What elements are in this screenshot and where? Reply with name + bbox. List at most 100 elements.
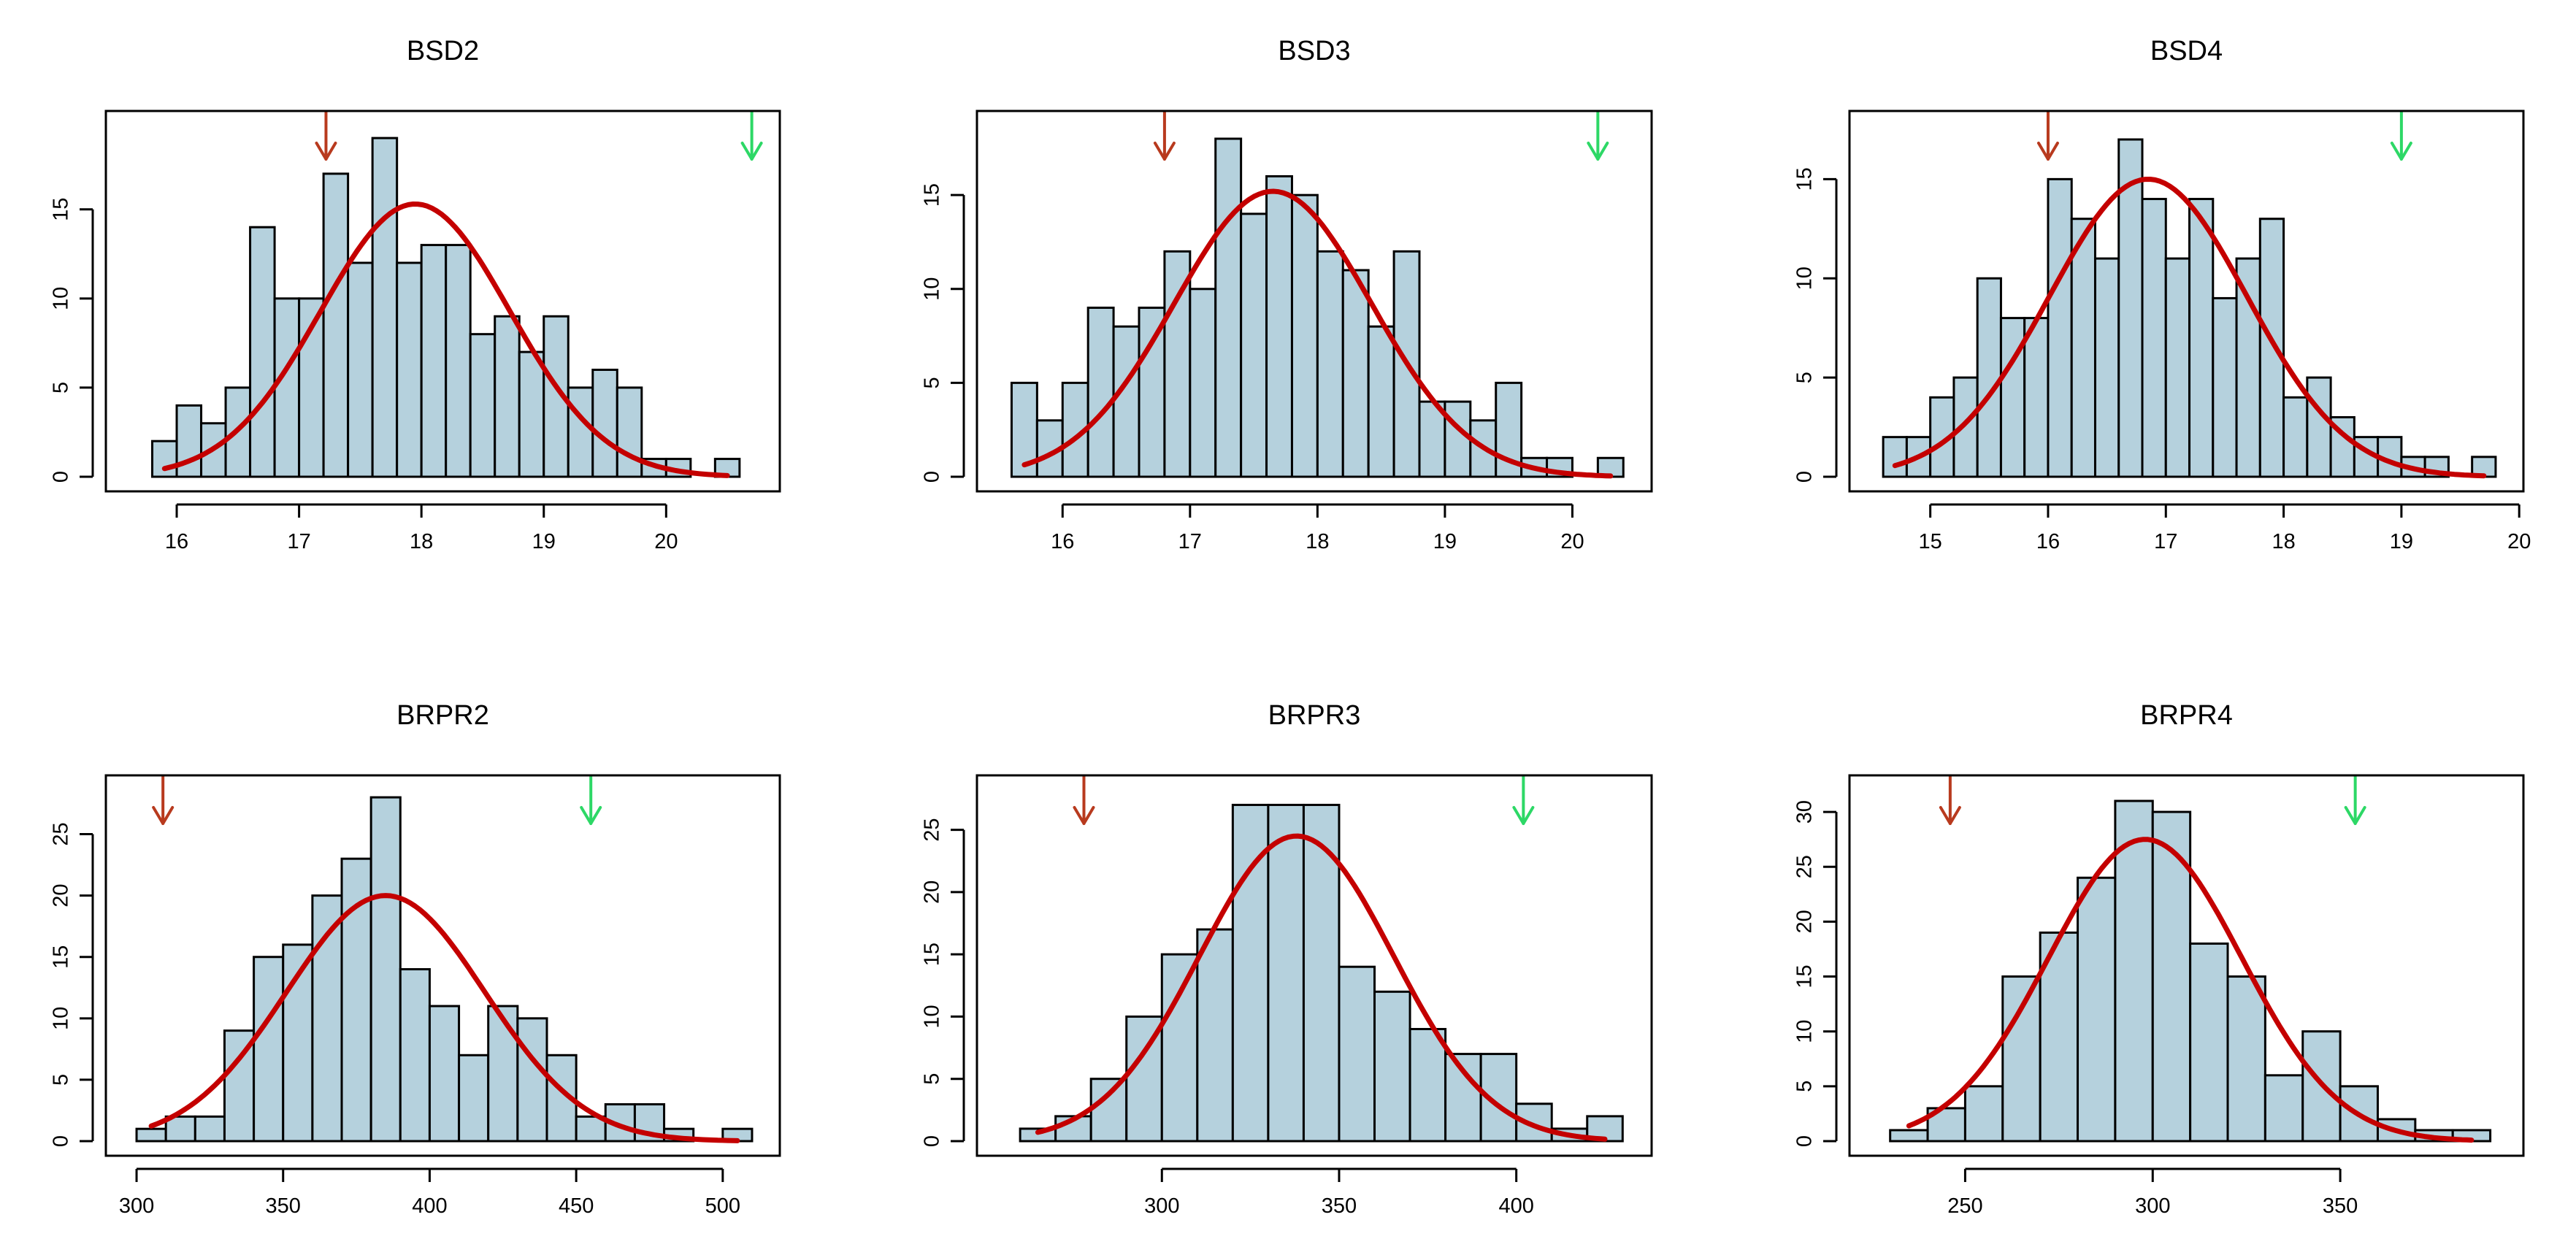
y-tick-label: 25: [1793, 855, 1817, 878]
x-tick-label: 300: [2135, 1194, 2170, 1218]
x-tick-label: 15: [1919, 530, 1942, 553]
y-tick-label: 20: [1793, 910, 1817, 933]
green-arrow-head: [2390, 142, 2412, 161]
y-tick-label: 0: [1793, 1135, 1817, 1147]
x-tick-label: 18: [2272, 530, 2295, 553]
x-tick-label: 300: [1144, 1194, 1179, 1218]
panel-title: BRPR2: [396, 700, 489, 731]
histogram-bar: [1160, 953, 1199, 1143]
x-tick-label: 17: [2154, 530, 2177, 553]
panel-brpr3: BRPR3 300 350 400 0 5 10 15 20 25: [921, 700, 1653, 1218]
x-tick-label: 16: [2036, 530, 2060, 553]
histogram-bar: [2070, 218, 2096, 478]
panel-title: BSD4: [2150, 36, 2223, 66]
histogram-bar: [1889, 1129, 1929, 1143]
plot-frame: [104, 774, 781, 1157]
x-tick-label: 300: [119, 1194, 154, 1218]
histogram-bar: [2151, 810, 2192, 1143]
panel-bsd3: BSD3 16 17 18 19 20 0 5 10 15: [921, 36, 1653, 553]
histogram-bar: [1963, 1085, 2004, 1143]
histogram-bar: [428, 1005, 461, 1143]
histogram-bar: [2188, 198, 2215, 478]
y-tick-label: 5: [50, 1074, 73, 1086]
histogram-bar: [458, 1054, 490, 1143]
y-tick-label: 15: [1793, 167, 1817, 191]
histogram-bar: [1976, 277, 2002, 478]
histogram-bar: [2306, 376, 2332, 478]
plot-frame: [104, 110, 781, 493]
histogram-bar: [487, 1005, 519, 1143]
y-tick-label: 0: [50, 1135, 73, 1147]
y-tick-label: 15: [921, 183, 944, 207]
histogram-bar: [1240, 212, 1268, 478]
histogram-bar: [369, 796, 402, 1143]
density-curve: [1035, 833, 1608, 1142]
y-tick-label: 20: [921, 880, 944, 904]
histogram-bar: [2235, 257, 2261, 478]
y-tick-label: 5: [50, 382, 73, 394]
y-tick-label: 10: [50, 287, 73, 310]
histogram-bar: [1367, 325, 1395, 478]
histogram-bar: [2023, 317, 2050, 478]
histogram-bar: [545, 1054, 578, 1143]
green-arrow-head: [2344, 806, 2366, 825]
red-arrow-head: [1153, 142, 1176, 161]
red-arrow-head: [2036, 142, 2059, 161]
histogram-bar: [2164, 257, 2191, 478]
panel-title: BSD3: [1278, 36, 1350, 66]
histogram-bar: [1214, 137, 1243, 478]
green-arrow-head: [1512, 806, 1535, 825]
density-curve: [148, 893, 740, 1143]
x-tick-label: 400: [1498, 1194, 1533, 1218]
histogram-bar: [591, 369, 618, 478]
panel-bsd4: BSD4 15 16 17 18 19 20 0 5 10 15: [1793, 36, 2531, 553]
histogram-bar: [469, 333, 497, 478]
histogram-bar: [396, 261, 423, 478]
panel-title: BRPR3: [1268, 700, 1361, 731]
red-arrow-head: [315, 142, 337, 161]
x-tick-label: 250: [1947, 1194, 1982, 1218]
x-tick-label: 19: [532, 530, 556, 553]
histogram-bar: [2301, 1030, 2342, 1143]
histogram-bar: [1952, 376, 1979, 478]
histogram-bar: [2258, 218, 2285, 478]
panel-brpr4: BRPR4 250 300 350 0 5 10 15 20 25 30: [1793, 700, 2525, 1218]
y-tick-label: 30: [1793, 800, 1817, 824]
plot-frame: [1848, 774, 2525, 1157]
x-tick-label: 350: [266, 1194, 301, 1218]
histogram-bar: [2117, 138, 2144, 478]
x-tick-label: 350: [2323, 1194, 2358, 1218]
histogram-bar: [135, 1127, 167, 1143]
x-tick-label: 16: [165, 530, 188, 553]
x-tick-label: 500: [705, 1194, 740, 1218]
histogram-bar: [151, 440, 178, 478]
y-tick-label: 0: [50, 471, 73, 483]
histogram-bar: [2093, 257, 2120, 478]
x-tick-label: 20: [1560, 530, 1584, 553]
histogram-bar: [1086, 307, 1115, 478]
y-tick-label: 25: [50, 822, 73, 845]
red-arrow-head: [1939, 806, 1961, 825]
histogram-bar: [1265, 174, 1293, 478]
plot-frame: [975, 110, 1653, 493]
histogram-bar: [1408, 1027, 1447, 1143]
y-tick-label: 10: [921, 1005, 944, 1028]
histogram-bar: [2077, 876, 2117, 1143]
histogram-bar: [193, 1115, 226, 1143]
y-tick-label: 10: [50, 1007, 73, 1030]
x-tick-label: 18: [410, 530, 433, 553]
histogram-bar: [2141, 198, 2167, 478]
y-tick-label: 15: [1793, 964, 1817, 988]
density-curve: [161, 202, 730, 478]
panel-brpr2: BRPR2 300 350 400 450 500 0 5 10 15 20 25: [50, 700, 781, 1218]
x-tick-label: 20: [654, 530, 678, 553]
x-tick-label: 16: [1051, 530, 1074, 553]
green-arrow-head: [580, 806, 602, 825]
histogram-bar: [1302, 803, 1341, 1143]
x-tick-label: 18: [1306, 530, 1329, 553]
red-arrow-head: [1073, 806, 1095, 825]
histogram-bar: [1163, 250, 1192, 478]
panel-title: BRPR4: [2140, 700, 2233, 731]
y-tick-label: 15: [921, 943, 944, 966]
